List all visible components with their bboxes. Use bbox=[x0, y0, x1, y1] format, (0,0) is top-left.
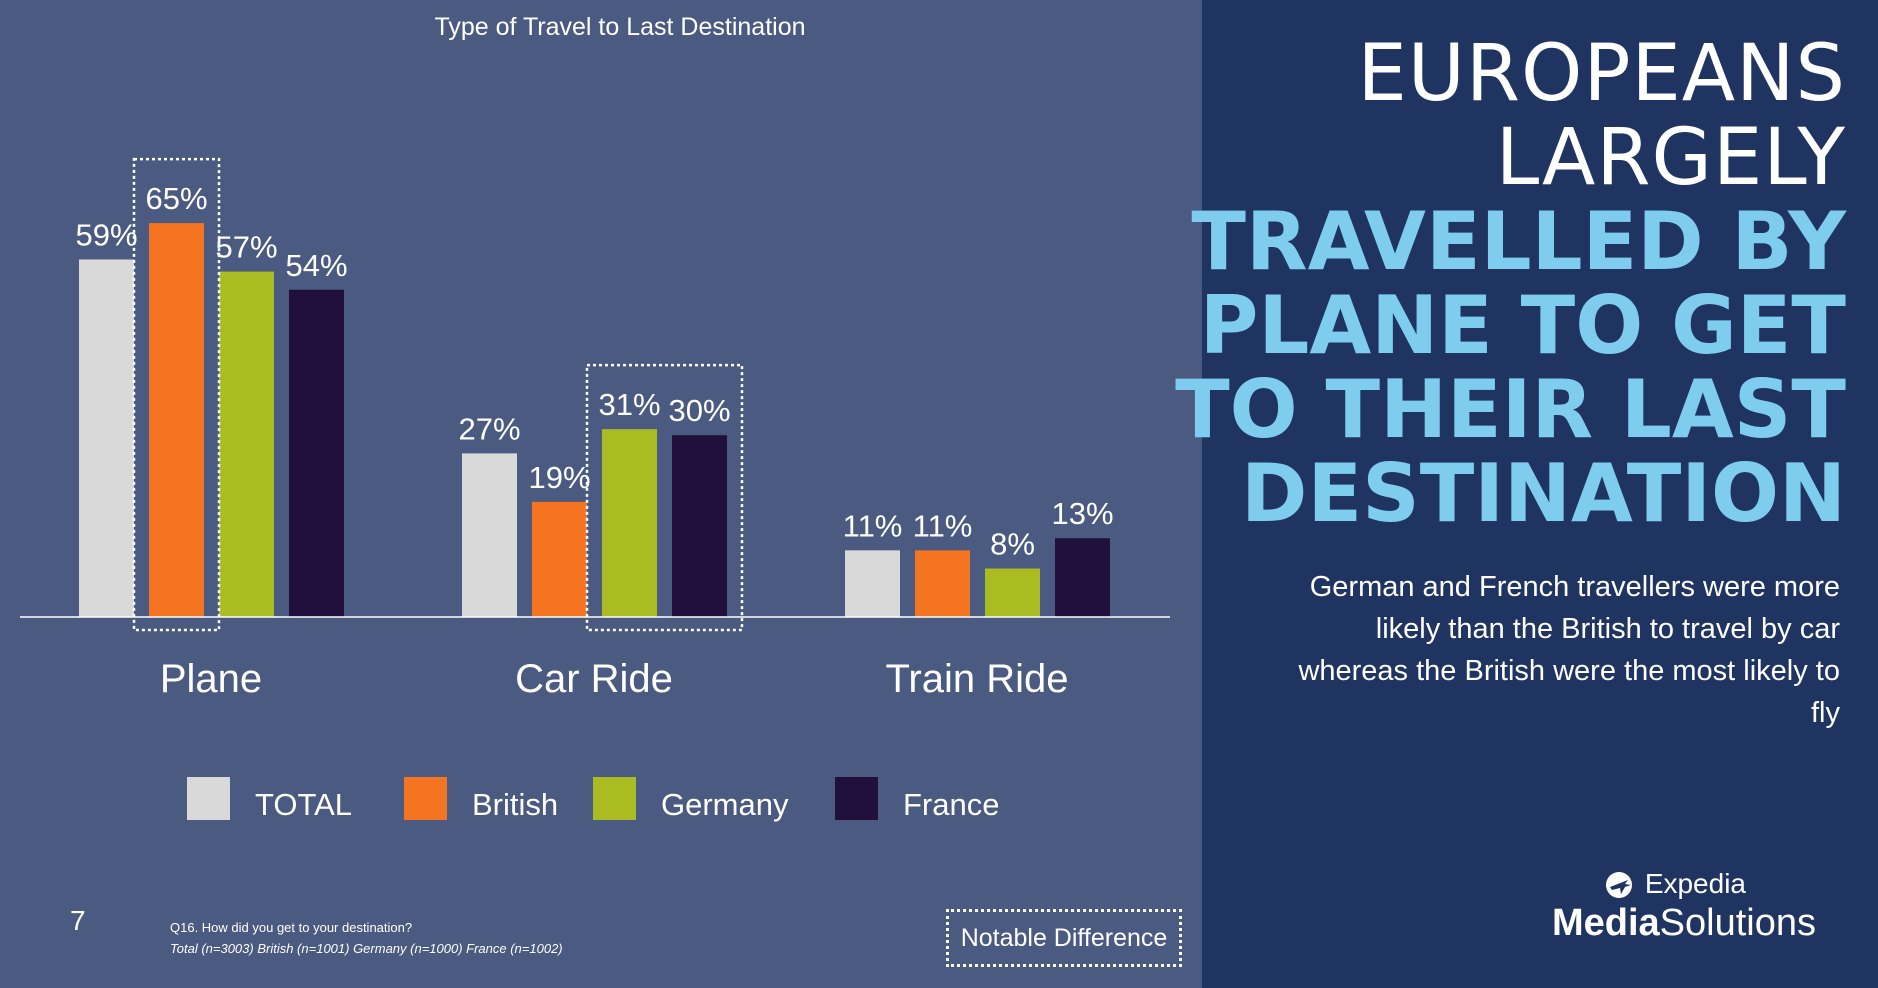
legend-label-total: TOTAL bbox=[255, 787, 352, 822]
expedia-media-solutions-logo: Expedia MediaSolutions bbox=[1526, 868, 1816, 948]
value-label-plane-france: 54% bbox=[285, 248, 347, 283]
globe-plane-icon bbox=[1606, 872, 1632, 898]
value-label-plane-total: 59% bbox=[75, 217, 137, 252]
legend-label-germany: Germany bbox=[661, 787, 789, 822]
legend-swatch-france bbox=[835, 777, 878, 820]
bar-chart: Type of Travel to Last Destination 59%65… bbox=[20, 13, 1170, 822]
bars-group bbox=[79, 223, 1110, 617]
value-label-plane-british: 65% bbox=[145, 181, 207, 216]
bar-train-ride-germany bbox=[985, 568, 1040, 617]
bar-train-ride-total bbox=[845, 550, 900, 617]
category-label-train-ride: Train Ride bbox=[885, 657, 1068, 701]
logo-text-top: Expedia bbox=[1644, 868, 1746, 899]
headline-line-6: DESTINATION bbox=[1241, 447, 1846, 540]
legend-swatch-total bbox=[187, 777, 230, 820]
notable-highlight-plane bbox=[132, 157, 221, 632]
bar-car-ride-germany bbox=[602, 429, 657, 617]
legend: TOTAL British Germany France bbox=[187, 777, 999, 822]
logo-text-bottom: MediaSolutions bbox=[1552, 902, 1816, 945]
bar-plane-british bbox=[149, 223, 204, 617]
logo-text-bold: Media bbox=[1551, 902, 1660, 944]
chart-title: Type of Travel to Last Destination bbox=[434, 13, 805, 41]
bar-train-ride-france bbox=[1055, 538, 1110, 617]
value-label-train-ride-germany: 8% bbox=[990, 527, 1035, 562]
headline-line-2: LARGELY bbox=[1495, 113, 1846, 203]
footnote-question: Q16. How did you get to your destination… bbox=[170, 920, 413, 935]
headline-subtext: German and French travellers were more l… bbox=[1298, 571, 1840, 729]
category-labels-group: Plane Car Ride Train Ride bbox=[160, 657, 1069, 701]
legend-label-france: France bbox=[903, 787, 999, 822]
value-label-train-ride-france: 13% bbox=[1051, 496, 1113, 531]
bar-plane-total bbox=[79, 259, 134, 617]
bar-car-ride-total bbox=[462, 453, 517, 617]
logo-text-regular: Solutions bbox=[1659, 902, 1816, 944]
value-label-car-ride-germany: 31% bbox=[598, 387, 660, 422]
headline-line-5: TO THEIR LAST bbox=[1175, 363, 1846, 456]
bar-car-ride-british bbox=[532, 501, 587, 617]
legend-swatch-germany bbox=[593, 777, 636, 820]
bar-plane-germany bbox=[219, 271, 274, 617]
headline-line-1: EUROPEANS bbox=[1357, 29, 1846, 119]
page-number: 7 bbox=[70, 905, 86, 936]
value-label-car-ride-france: 30% bbox=[668, 393, 730, 428]
category-label-plane: Plane bbox=[160, 657, 262, 701]
footnote-sample-sizes: Total (n=3003) British (n=1001) Germany … bbox=[170, 941, 563, 956]
headline-line-4: PLANE TO GET bbox=[1199, 279, 1846, 372]
value-label-car-ride-total: 27% bbox=[458, 411, 520, 446]
headline-panel bbox=[1202, 0, 1878, 988]
legend-swatch-british bbox=[404, 777, 447, 820]
value-label-car-ride-british: 19% bbox=[528, 460, 590, 495]
notable-highlights-group bbox=[132, 157, 744, 632]
bar-car-ride-france bbox=[672, 435, 727, 617]
bar-train-ride-british bbox=[915, 550, 970, 617]
bar-plane-france bbox=[289, 289, 344, 617]
legend-label-british: British bbox=[472, 787, 558, 822]
value-label-train-ride-british: 11% bbox=[913, 508, 973, 543]
value-labels-group: 59%65%57%54% 27%19% 31% 30% 11% 11% 8% 13% bbox=[75, 181, 1113, 561]
category-label-car-ride: Car Ride bbox=[515, 657, 673, 701]
headline-line-3: TRAVELLED BY bbox=[1191, 195, 1846, 288]
value-label-plane-germany: 57% bbox=[215, 230, 277, 265]
value-label-train-ride-total: 11% bbox=[843, 508, 903, 543]
notable-difference-legend: Notable Difference bbox=[946, 909, 1182, 967]
